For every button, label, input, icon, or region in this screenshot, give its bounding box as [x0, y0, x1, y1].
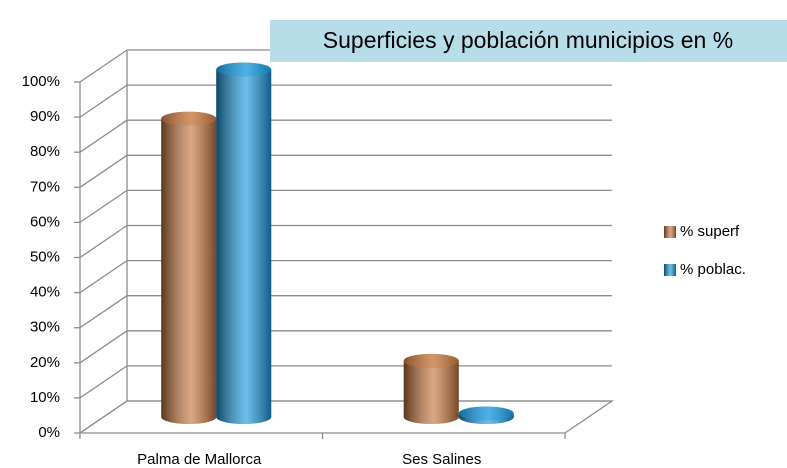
- bar-shade: [161, 118, 217, 418]
- title-box: [270, 20, 787, 62]
- chart-title: Superficies y población municipios en %: [323, 27, 733, 53]
- bar-shade: [216, 69, 272, 417]
- bar-top-shade: [458, 406, 514, 421]
- legend-label: % poblac.: [680, 261, 746, 278]
- x-tick-label: Ses Salines: [402, 451, 481, 468]
- grid-line: [79, 84, 128, 118]
- floor: [77, 400, 615, 434]
- grid-line: [79, 260, 128, 294]
- y-tick-label: 20%: [30, 354, 60, 371]
- grid-line: [79, 400, 128, 434]
- y-tick-label: 40%: [30, 284, 60, 301]
- grid-line: [79, 49, 128, 83]
- grid-line: [79, 154, 128, 188]
- y-tick-label: 70%: [30, 178, 60, 195]
- x-tick-label: Palma de Mallorca: [137, 451, 262, 468]
- grid-line: [79, 365, 128, 399]
- bar-top-shade: [216, 62, 272, 77]
- legend-label: % superf: [680, 223, 740, 240]
- y-tick-label: 30%: [30, 319, 60, 336]
- y-tick-label: 0%: [38, 424, 60, 441]
- y-tick-label: 100%: [22, 73, 60, 90]
- grid-line: [79, 224, 128, 259]
- bar-top-shade: [403, 353, 459, 368]
- legend-swatch-shade: [664, 264, 676, 276]
- legend-swatch-shade: [664, 226, 676, 238]
- bar-shade: [403, 360, 459, 417]
- bar-top-shade: [161, 111, 217, 126]
- grid-line: [79, 330, 128, 364]
- y-tick-label: 10%: [30, 389, 60, 406]
- y-tick-label: 60%: [30, 213, 60, 230]
- grid-line: [79, 295, 128, 329]
- grid-line: [79, 119, 128, 153]
- y-tick-label: 90%: [30, 108, 60, 125]
- y-tick-label: 50%: [30, 248, 60, 265]
- y-tick-label: 80%: [30, 143, 60, 160]
- grid-line: [79, 189, 128, 223]
